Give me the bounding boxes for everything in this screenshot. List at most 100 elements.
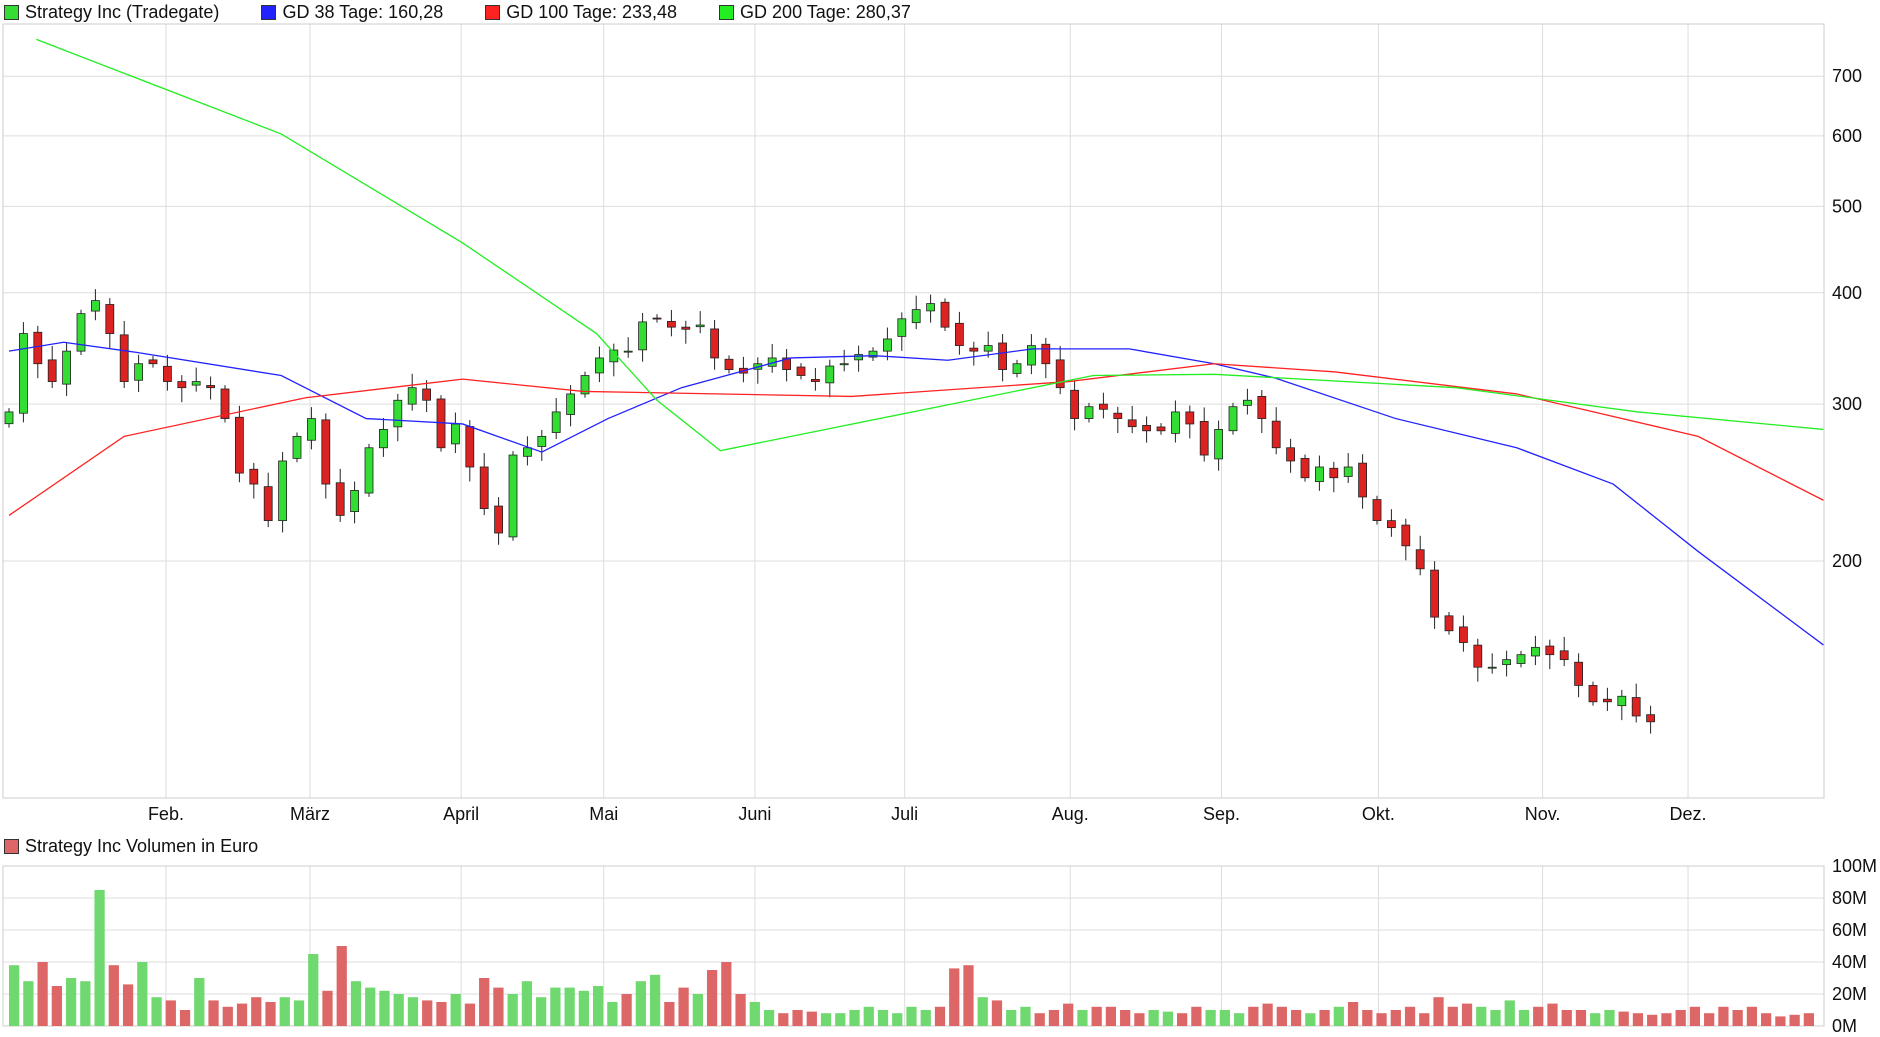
candle-body [695, 324, 705, 328]
volume-bar [977, 997, 988, 1026]
candle-body [1617, 695, 1627, 707]
volume-bar [407, 997, 419, 1026]
volume-bar [934, 1006, 946, 1026]
candle-body [1185, 411, 1195, 425]
candle-body [292, 435, 302, 459]
candle-body [1199, 420, 1209, 456]
legend-swatch [485, 4, 501, 20]
volume-bar [436, 1002, 447, 1026]
candle-body [249, 468, 259, 485]
volume-bar [607, 1002, 618, 1026]
volume-bar [963, 965, 974, 1026]
candle-body [883, 338, 892, 352]
volume-bar [1233, 1013, 1245, 1026]
volume-bar [1575, 1010, 1587, 1026]
x-tick-label: Juni [738, 804, 771, 824]
candle-body [148, 359, 158, 365]
volume-bar [1205, 1010, 1216, 1026]
volume-bar [1746, 1006, 1758, 1026]
candle-body [623, 350, 633, 353]
volume-bar [251, 997, 262, 1026]
volume-bar [1732, 1010, 1743, 1026]
volume-bar [9, 965, 20, 1026]
legend-swatch [261, 4, 277, 20]
volume-bar [1775, 1016, 1786, 1026]
candle-body [1358, 462, 1367, 498]
y-tick-label: 500 [1832, 196, 1862, 216]
candle-body [911, 309, 921, 324]
candle-body [364, 447, 374, 494]
volume-tick-label: 0M [1832, 1016, 1857, 1036]
candle-body [1387, 520, 1396, 529]
volume-bar [1134, 1013, 1145, 1026]
candle-body [551, 411, 561, 433]
candle-body [1041, 343, 1051, 365]
candle-body [1401, 524, 1411, 547]
volume-bar [1248, 1006, 1259, 1026]
volume-bar [849, 1010, 860, 1026]
volume-bar [94, 890, 105, 1026]
candle-body [796, 366, 806, 376]
moving-average-line-gd100 [8, 363, 1824, 516]
legend-item-gd200: GD 200 Tage: 280,37 [719, 2, 911, 23]
candle-body [465, 426, 475, 468]
volume-bar [1518, 1010, 1530, 1026]
candle-body [1156, 426, 1166, 432]
volume-bar [1077, 1010, 1088, 1026]
candle-body [191, 381, 201, 386]
candle-body [969, 347, 979, 352]
volume-bar [1162, 1011, 1174, 1026]
candle-body [1228, 406, 1238, 432]
candle-body [494, 505, 504, 534]
candle-body [335, 482, 345, 516]
candle-body [1603, 698, 1612, 703]
volume-bar [678, 987, 689, 1026]
volume-bar [1063, 1003, 1074, 1026]
candle-body [839, 363, 849, 366]
candle-body [1531, 646, 1540, 657]
candle-body [422, 388, 432, 401]
candle-body [940, 301, 950, 328]
volume-tick-label: 20M [1832, 984, 1867, 1004]
legend-label: GD 100 Tage: 233,48 [506, 1, 678, 22]
candle-body [234, 416, 244, 474]
volume-bar [80, 981, 91, 1026]
candle-body [1286, 447, 1295, 462]
candle-body [595, 357, 604, 374]
candle-body [33, 331, 43, 365]
volume-bar [806, 1011, 817, 1026]
volume-bar [1447, 1006, 1458, 1026]
volume-bar [222, 1006, 233, 1026]
y-tick-label: 200 [1832, 551, 1862, 571]
candle-body [566, 393, 575, 415]
volume-bar [792, 1010, 803, 1026]
candle-body [782, 357, 791, 370]
volume-bar [593, 986, 604, 1026]
candle-body [1487, 666, 1497, 669]
volume-bar [536, 997, 547, 1026]
volume-bar [1632, 1013, 1644, 1026]
volume-bar [578, 990, 590, 1026]
volume-bar [1020, 1006, 1031, 1026]
volume-bar [65, 978, 77, 1026]
volume-bar [379, 990, 390, 1026]
volume-bar [422, 1000, 433, 1026]
candle-body [306, 418, 316, 441]
legend-label: GD 200 Tage: 280,37 [740, 1, 911, 22]
candle-body [1171, 411, 1180, 434]
candle-body [1070, 389, 1079, 419]
volume-bar [1476, 1006, 1487, 1026]
volume-bar [1305, 1013, 1316, 1026]
volume-bar [1362, 1010, 1373, 1026]
volume-bar [735, 994, 746, 1026]
candle-body [652, 317, 662, 320]
candle-body [1473, 644, 1483, 668]
volume-bar [23, 981, 34, 1026]
candle-body [724, 358, 734, 370]
volume-tick-label: 40M [1832, 952, 1867, 972]
candle-body [1372, 499, 1382, 522]
volume-bar [1419, 1013, 1430, 1026]
volume-bar [1333, 1006, 1344, 1026]
moving-average-line-gd200 [36, 38, 1824, 452]
